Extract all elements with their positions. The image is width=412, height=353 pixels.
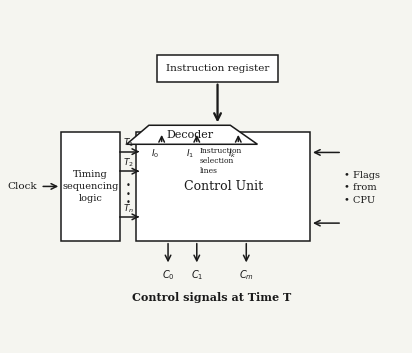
Text: Timing
sequencing
logic: Timing sequencing logic [63, 170, 119, 203]
Text: Decoder: Decoder [166, 130, 213, 140]
Text: $C_0$: $C_0$ [162, 268, 174, 282]
Text: • Flags
• from
• CPU: • Flags • from • CPU [344, 171, 380, 205]
Text: Instruction
selection
lines: Instruction selection lines [200, 147, 242, 175]
Text: $T_n$: $T_n$ [123, 202, 134, 215]
Text: $I_0$: $I_0$ [151, 147, 159, 160]
Text: $I_1$: $I_1$ [186, 147, 194, 160]
Bar [157, 55, 278, 82]
Text: Control Unit: Control Unit [184, 180, 263, 193]
Text: $T_2$: $T_2$ [123, 156, 134, 169]
Text: $I_k$: $I_k$ [227, 147, 236, 160]
Bar [61, 132, 120, 241]
Bar [136, 132, 310, 241]
Text: $C_1$: $C_1$ [191, 268, 203, 282]
Text: $C_m$: $C_m$ [239, 268, 254, 282]
Text: •
•
•: • • • [126, 181, 131, 207]
Text: $T_1$: $T_1$ [123, 137, 134, 149]
Text: Instruction register: Instruction register [166, 64, 269, 73]
Text: Clock: Clock [7, 182, 37, 191]
Text: Control signals at Time T: Control signals at Time T [131, 292, 291, 303]
Polygon shape [126, 125, 258, 144]
